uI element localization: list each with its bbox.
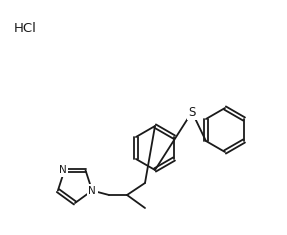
Text: HCl: HCl [14, 22, 37, 35]
Text: S: S [188, 106, 196, 118]
Text: N: N [59, 165, 66, 176]
Text: N: N [88, 186, 96, 196]
